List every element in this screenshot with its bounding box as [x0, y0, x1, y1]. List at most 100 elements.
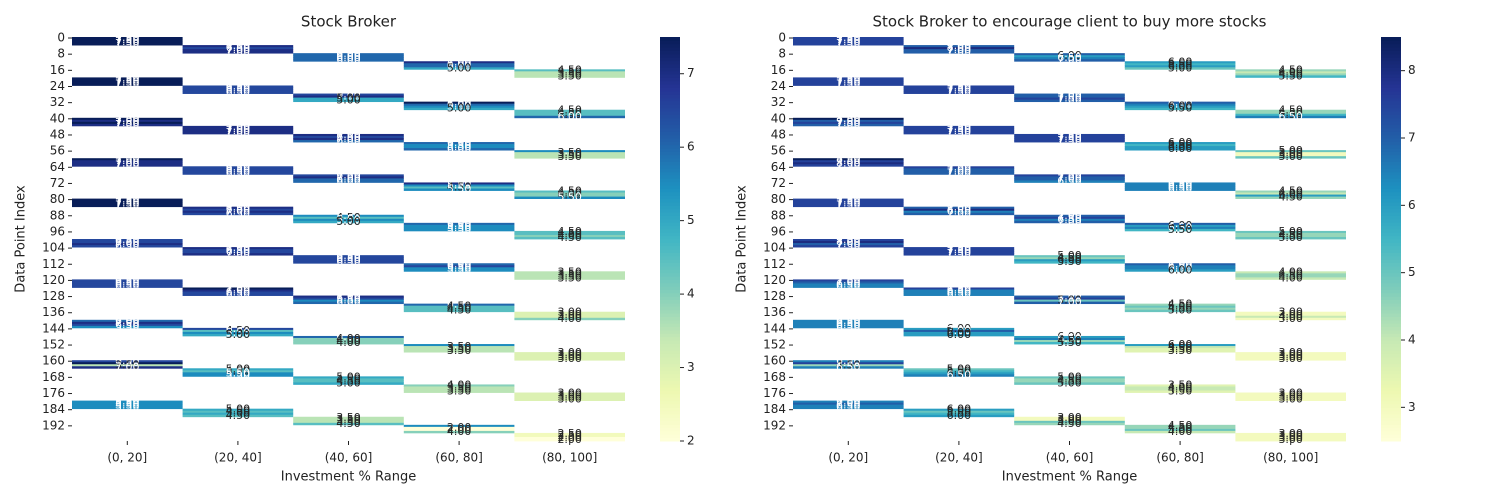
colorbar-step: [1381, 63, 1401, 68]
colorbar-step: [660, 191, 680, 196]
colorbar-step: [1381, 299, 1401, 304]
heatmap-cell: [182, 85, 294, 88]
cell-label: 7.00: [1057, 90, 1082, 103]
cell-label: 4.00: [1168, 425, 1193, 438]
y-tick-label: 136: [763, 305, 786, 319]
colorbar-step: [1381, 50, 1401, 55]
heatmap-cell: [1014, 380, 1125, 383]
colorbar-step: [660, 366, 680, 371]
heatmap-cell: [514, 192, 625, 195]
heatmap-cell: [514, 71, 625, 74]
heatmap-cell: [293, 97, 404, 101]
cell-label: 6.50: [226, 164, 251, 177]
colorbar-step: [1381, 286, 1401, 290]
heatmap-cell: [514, 394, 625, 397]
y-tick-label: 136: [42, 305, 65, 319]
cell-label: 7.50: [836, 31, 861, 44]
cell-label: 6.50: [336, 168, 361, 181]
heatmap-cell: [514, 317, 625, 321]
heatmap-cell: [1014, 95, 1125, 98]
cell-label: 7.00: [947, 164, 972, 177]
cell-label: 3.00: [1278, 306, 1303, 319]
cell-label: 7.50: [115, 116, 140, 129]
heatmap-cell: [793, 366, 904, 369]
heatmap-cell: [1124, 65, 1236, 68]
colorbar-step: [660, 289, 680, 294]
cell-label: 7.00: [115, 154, 140, 167]
colorbar-step: [660, 111, 680, 115]
colorbar-step: [660, 208, 680, 213]
colorbar-step: [1381, 373, 1401, 378]
colorbar-step: [660, 313, 680, 317]
heatmap-cell: [514, 73, 625, 76]
heatmap-cell: [403, 305, 515, 309]
heatmap-cell: [514, 156, 625, 159]
colorbar-step: [1381, 343, 1401, 348]
colorbar-step: [1381, 390, 1401, 395]
heatmap-cell: [1235, 438, 1346, 442]
cell-label: 6.00: [336, 174, 361, 187]
cell-label: 4.50: [1278, 104, 1303, 117]
colorbar-step: [660, 427, 680, 432]
colorbar-step: [1381, 282, 1401, 287]
cell-label: 3.00: [1278, 312, 1303, 325]
y-tick-label: 64: [50, 160, 65, 174]
heatmap-cell: [1014, 140, 1125, 143]
cell-label: 5.50: [1278, 69, 1303, 82]
cell-label: 8.00: [836, 235, 861, 248]
cell-label: 3.50: [1168, 378, 1193, 391]
cell-label: 6.00: [947, 403, 972, 416]
heatmap-cell: [1235, 111, 1346, 115]
cell-label: 7.00: [947, 39, 972, 52]
colorbar-step: [660, 393, 680, 398]
heatmap-cell: [1124, 305, 1236, 309]
colorbar-step: [660, 296, 680, 301]
heatmap-cell: [1235, 358, 1346, 361]
cell-label: 6.50: [226, 286, 251, 299]
heatmap-cell: [1235, 236, 1346, 240]
cell-label: 6.50: [226, 162, 251, 175]
cell-label: 7.50: [115, 197, 140, 210]
colorbar-step: [1381, 255, 1401, 260]
cell-label: 3.00: [1278, 431, 1303, 444]
colorbar-step: [1381, 340, 1401, 344]
colorbar-step: [1381, 316, 1401, 321]
cell-label: 6.00: [1278, 189, 1303, 202]
cell-label: 5.50: [447, 140, 472, 153]
heatmap-cell: [903, 293, 1015, 296]
colorbar-tick-label: 7: [1408, 131, 1416, 145]
heatmap-cell: [903, 172, 1015, 175]
cell-label: 4.00: [1278, 265, 1303, 278]
cell-label: 4.50: [226, 324, 251, 337]
colorbar-step: [660, 205, 680, 210]
colorbar-step: [1381, 77, 1401, 82]
cell-label: 7.50: [836, 193, 861, 206]
cell-label: 5.00: [1057, 376, 1082, 389]
cell-label: 3.00: [1278, 308, 1303, 321]
cell-label: 3.50: [115, 358, 140, 371]
cell-label: 5.00: [336, 94, 361, 107]
colorbar-step: [660, 252, 680, 257]
cell-label: 4.00: [1168, 382, 1193, 395]
cell-label: 7.00: [336, 170, 361, 183]
heatmap-cell: [182, 249, 294, 252]
heatmap-cell: [1014, 135, 1125, 139]
cell-label: 4.50: [1278, 106, 1303, 119]
cell-label: 5.50: [1168, 138, 1193, 151]
cell-label: 7.50: [947, 86, 972, 99]
heatmap-cell: [403, 101, 515, 105]
cell-label: 8.50: [836, 152, 861, 165]
y-tick-label: 48: [771, 127, 786, 141]
heatmap-cell: [793, 160, 904, 163]
cell-label: 4.50: [1278, 227, 1303, 240]
colorbar-step: [1381, 403, 1401, 408]
heatmap-cell: [403, 424, 515, 428]
heatmap-cell: [1235, 317, 1346, 321]
heatmap-cell: [403, 146, 515, 149]
cell-label: 3.00: [1278, 389, 1303, 402]
heatmap-cell: [1014, 418, 1125, 422]
cell-label: 5.00: [947, 405, 972, 418]
y-tick-label: 184: [763, 402, 786, 416]
colorbar-step: [660, 37, 680, 41]
